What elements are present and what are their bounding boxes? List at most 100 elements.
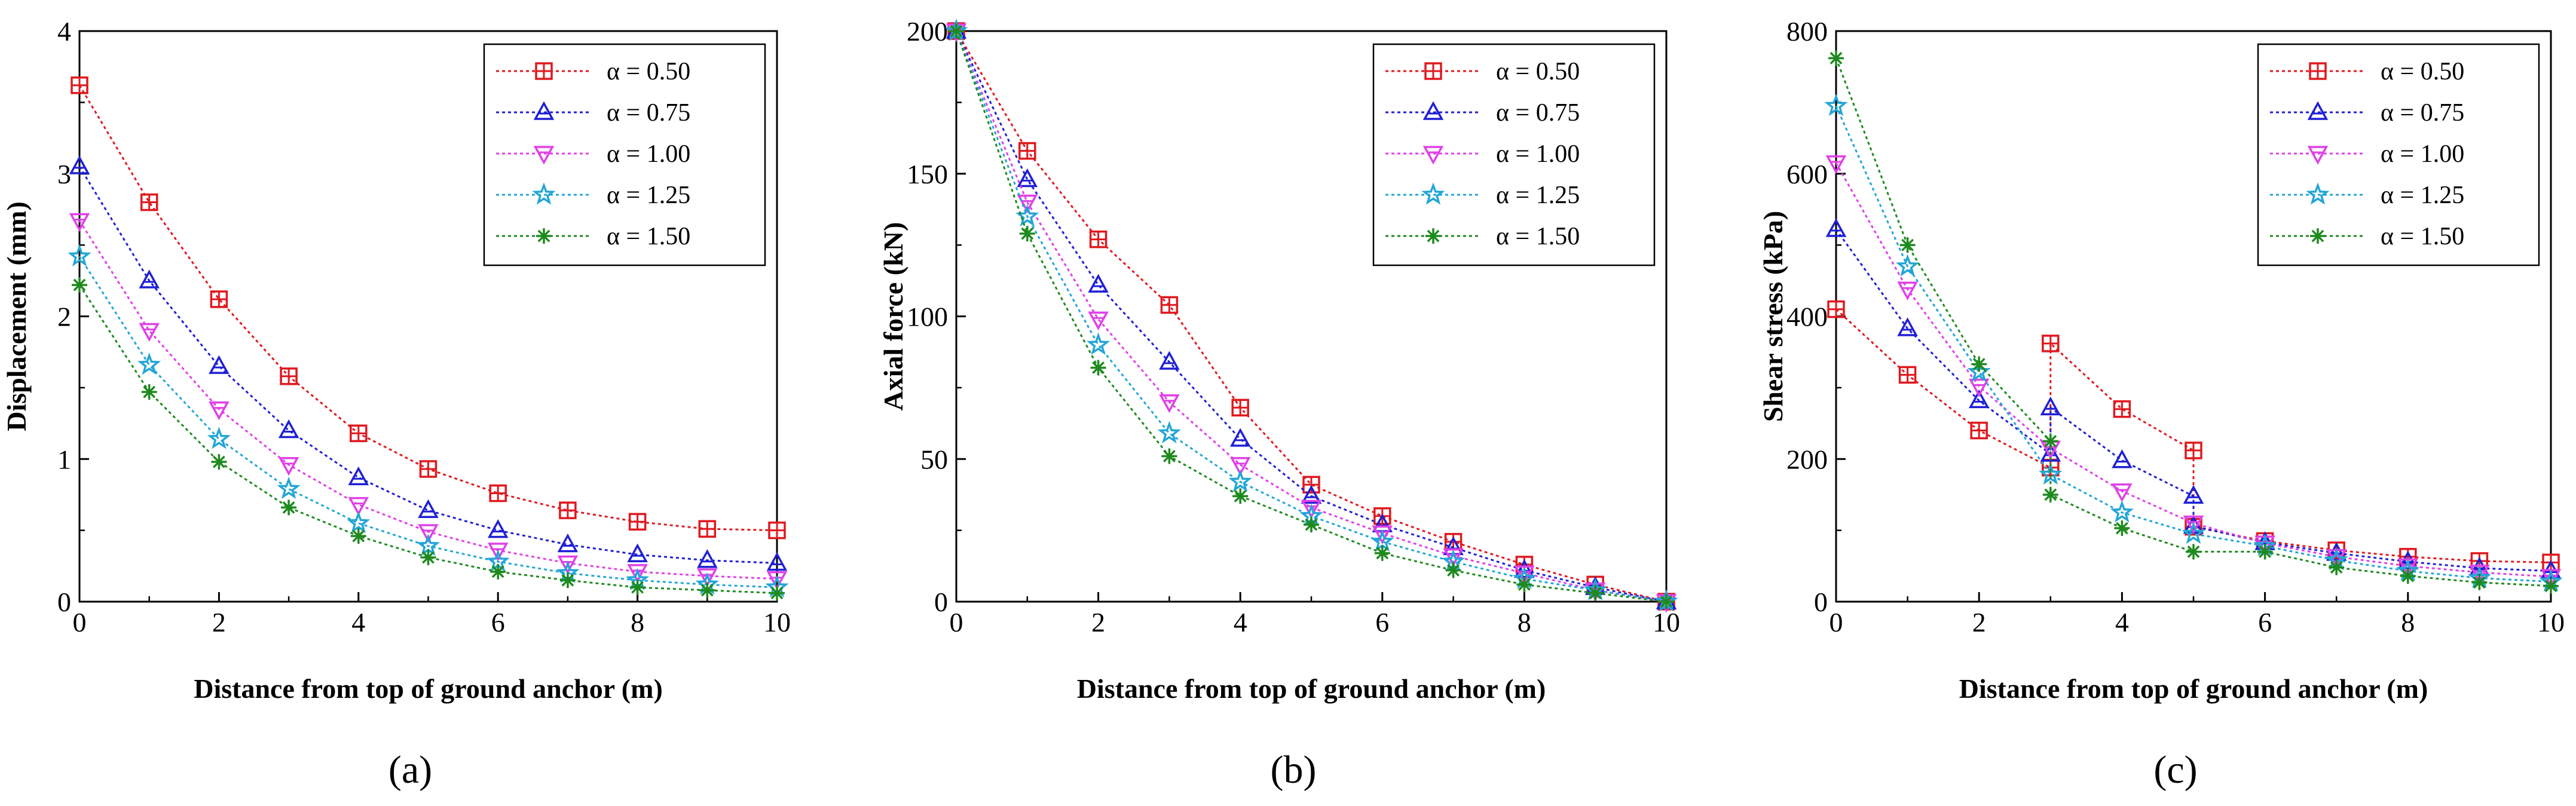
data-point [350,528,366,544]
legend-marker [2306,182,2330,205]
data-point [1516,577,1532,593]
series-5 [949,23,1674,609]
data-point [1899,237,1916,253]
data-point [1897,281,1918,301]
data-point [209,355,230,374]
y-axis-title: Axial force (kN) [878,222,908,411]
legend-marker [1424,62,1442,80]
data-point [699,582,715,598]
legend-entry: α = 1.50 [496,223,690,250]
data-point [2186,544,2201,560]
data-point [489,484,507,502]
x-tick-label: 0 [73,607,87,638]
x-tick-label: 8 [1518,607,1531,638]
data-point [487,543,509,562]
legend-entry: α = 0.75 [1385,99,1580,127]
panel-label: (c) [2153,748,2197,792]
series-line [955,30,1667,603]
legend-entry: α = 1.50 [2270,223,2464,250]
data-point [347,511,371,534]
data-point [281,499,297,516]
legend-entry: α = 0.75 [2270,99,2464,127]
data-point [1827,300,1845,318]
data-point [1968,378,1990,398]
y-tick-label: 3 [57,159,71,189]
data-point [627,543,648,563]
x-tick-label: 0 [1829,607,1843,638]
data-point [490,563,506,580]
data-point [487,519,509,538]
data-point [141,384,157,400]
legend-label: α = 1.50 [607,223,690,250]
data-point [2039,462,2063,485]
data-point [2185,442,2202,459]
legend-marker [2307,101,2329,120]
data-point [1824,93,1848,117]
data-point [1090,360,1106,376]
x-axis-title: Distance from top of ground anchor (m) [1077,673,1546,704]
x-tick-label: 0 [950,607,963,638]
legend-marker [2310,228,2326,244]
legend: α = 0.50 α = 0.75 α = 1.00 α = 1.25 α = 1.50 [1372,43,1656,266]
legend-box [483,43,766,266]
data-point [1019,226,1035,242]
data-point [71,76,88,94]
data-point [1157,421,1181,443]
legend-label: α = 1.00 [1496,140,1580,168]
chart-panel-1: 0 2 4 6 8 10 0 1 2 3 4 Distance from top of ground … [1,16,791,792]
legend-label: α = 0.50 [1496,58,1580,85]
data-point [418,499,439,518]
data-point [1895,254,1920,277]
data-point [2110,500,2134,523]
data-point [211,454,227,470]
series-2 [69,155,788,571]
y-tick-label: 1 [57,444,71,474]
data-point [1087,332,1110,355]
data-point [2042,486,2058,502]
data-point [1897,317,1918,336]
x-tick-label: 6 [491,607,505,638]
data-point [559,572,576,589]
legend-marker [1421,182,1445,205]
data-point [1229,457,1251,476]
data-point [348,466,369,486]
legend-label: α = 1.25 [2381,182,2464,209]
y-tick-label: 400 [1786,302,1828,332]
data-point [2329,559,2345,575]
data-point [697,549,718,568]
data-point [1301,485,1322,504]
data-point [207,427,231,449]
x-tick-label: 2 [1972,607,1986,638]
legend-label: α = 1.00 [2381,140,2464,168]
legend-marker [1425,228,1441,244]
data-point [1159,351,1180,370]
series-line [1835,57,2551,587]
panel-label: (b) [1271,748,1317,792]
data-point [628,513,647,531]
data-point [1018,142,1036,160]
data-point [2257,544,2273,560]
legend-entry: α = 1.25 [2270,182,2464,209]
data-point [1374,545,1390,561]
x-tick-label: 4 [2115,607,2129,638]
data-point [2113,400,2131,418]
legend-box [1372,43,1656,266]
series-line [955,30,1667,603]
x-tick-label: 4 [1234,607,1247,638]
series-line [955,30,1667,603]
legend-marker [1422,101,1444,120]
legend-marker [533,101,555,120]
y-tick-label: 100 [907,302,948,332]
legend-label: α = 0.75 [1496,99,1580,127]
legend-marker [533,146,555,165]
data-point [2112,449,2133,468]
data-point [1970,421,1988,440]
data-point [348,497,369,516]
legend: α = 0.50 α = 0.75 α = 1.00 α = 1.25 α = 1.50 [483,43,766,266]
legend-entry: α = 0.50 [1385,58,1580,85]
data-point [1971,356,1987,372]
data-point [210,290,228,308]
y-tick-label: 150 [907,159,948,189]
x-tick-label: 6 [1375,607,1389,638]
